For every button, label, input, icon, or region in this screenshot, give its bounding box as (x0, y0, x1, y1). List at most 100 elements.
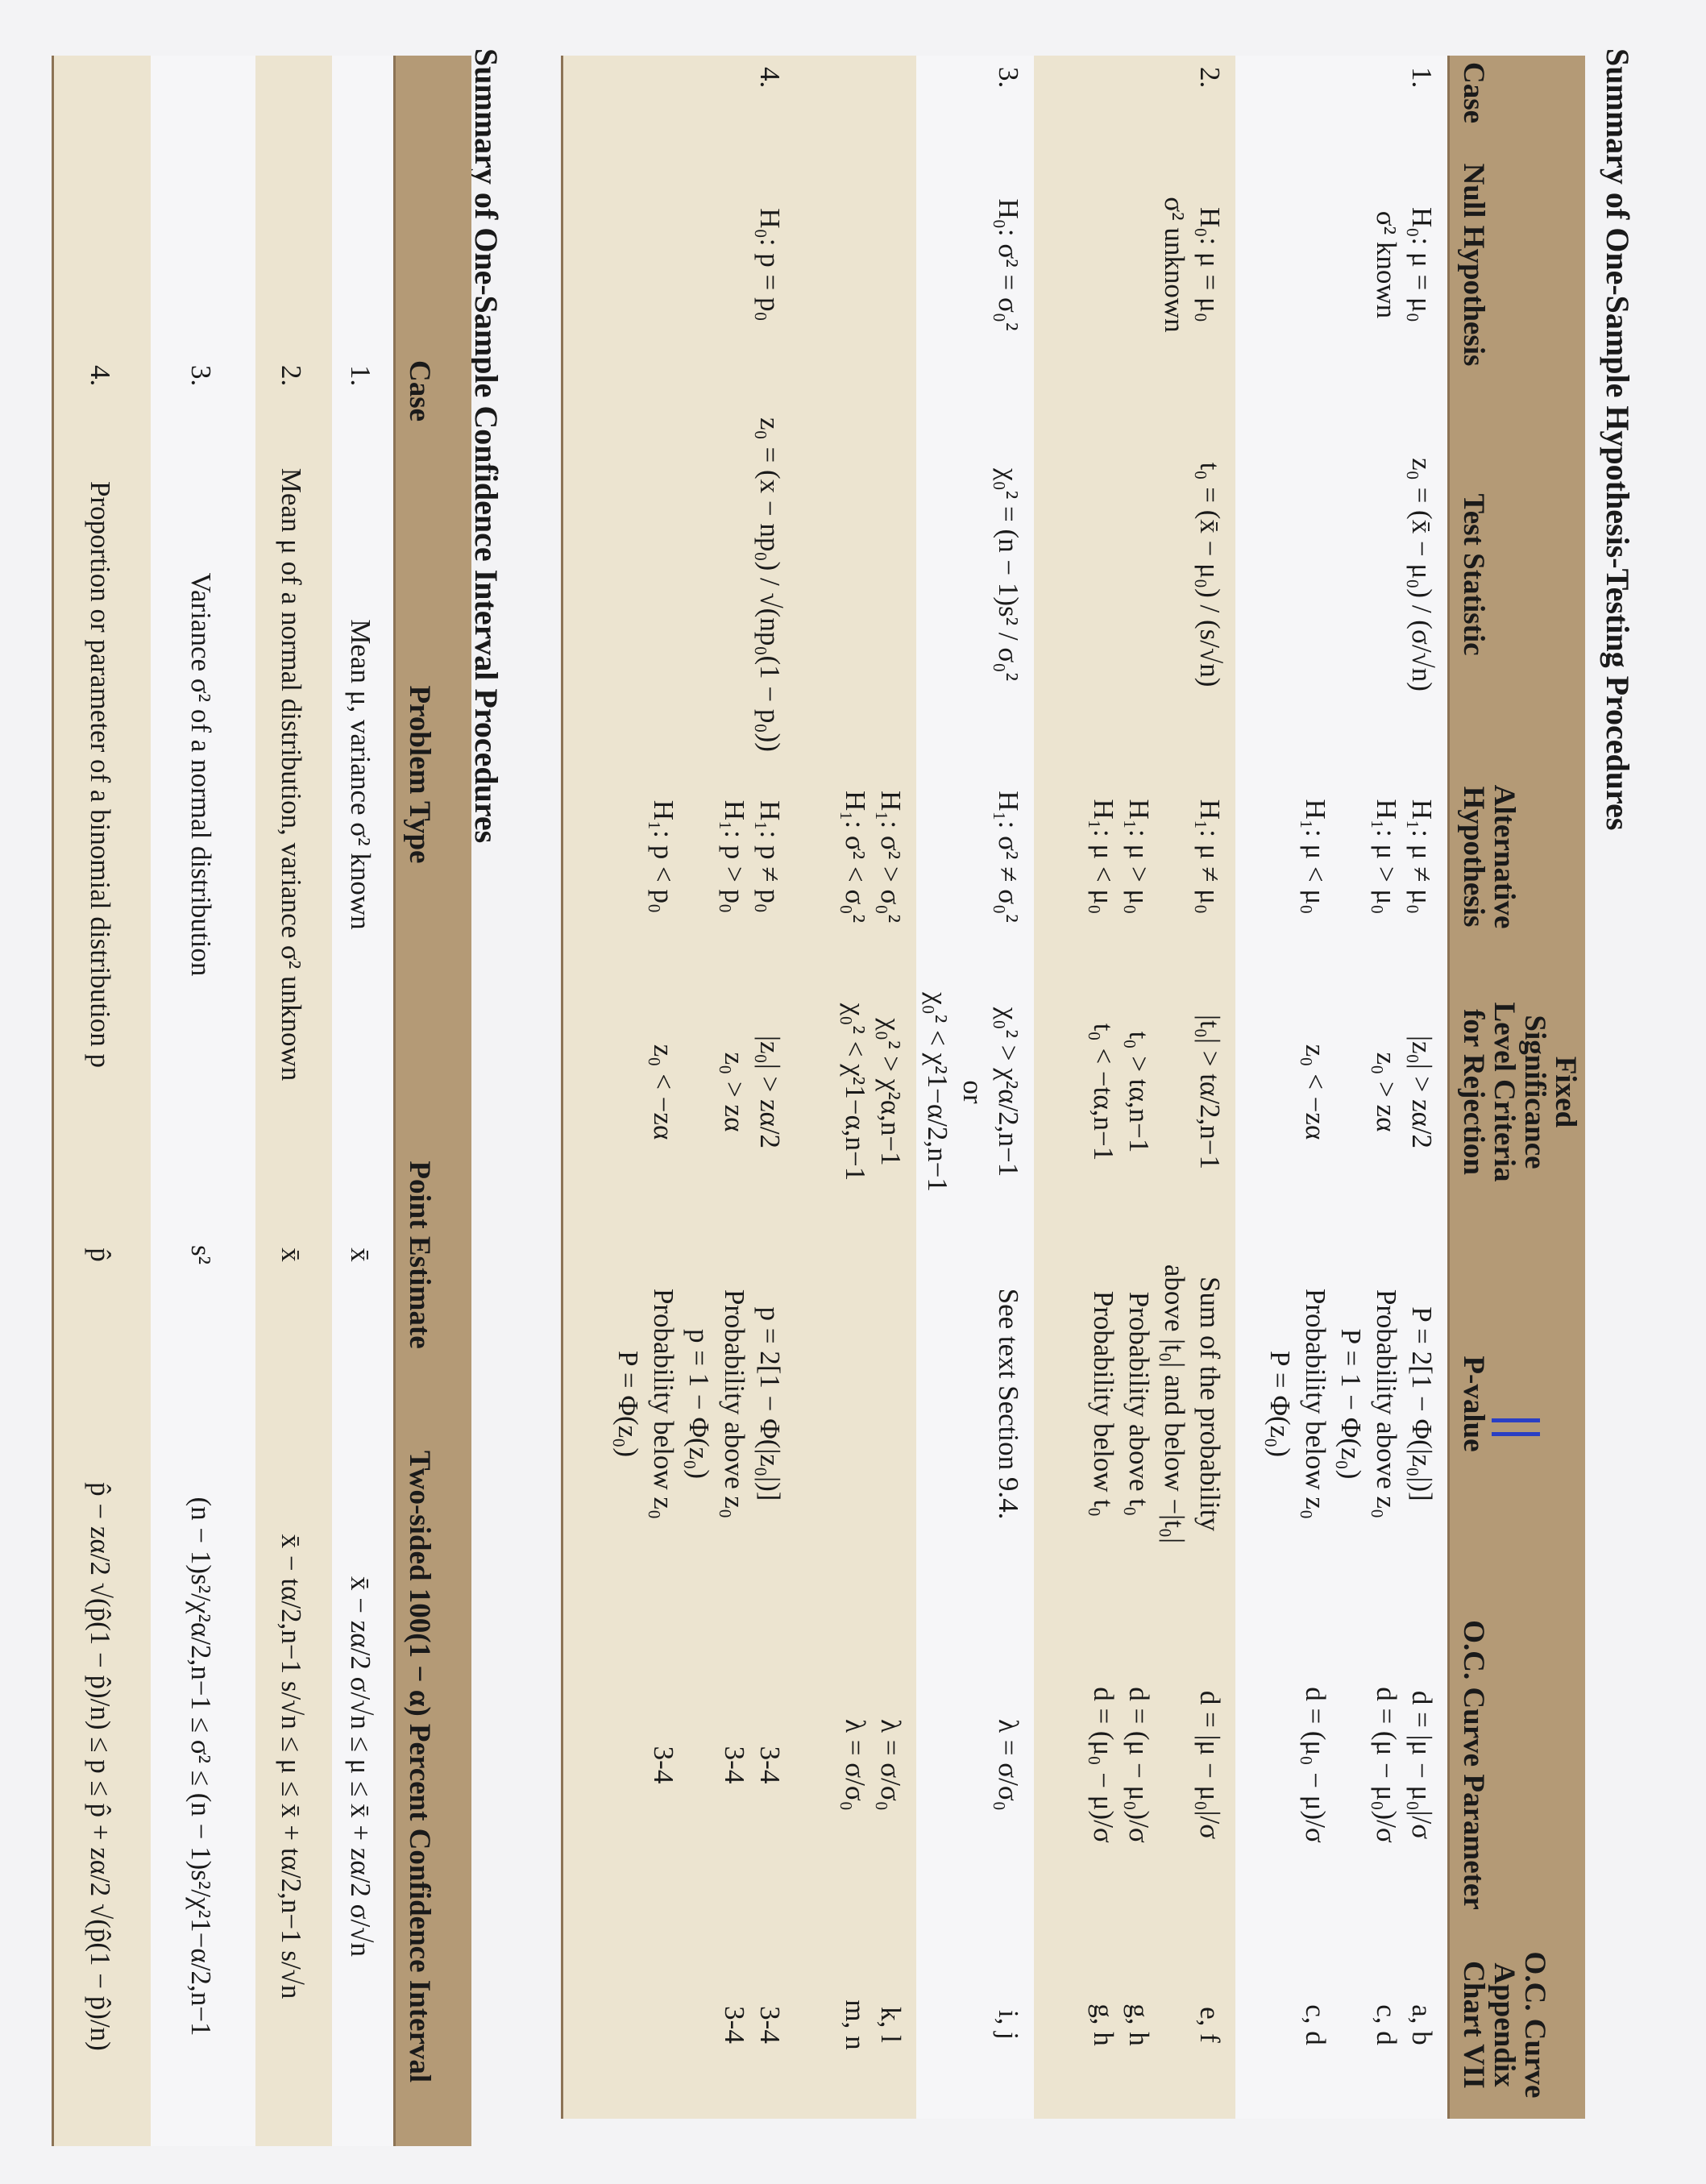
criteria-line (1333, 982, 1368, 1202)
null-cell: H₀: σ² = σ₀² (916, 118, 1035, 411)
p-value-line: Probability below z₀ (1300, 1288, 1331, 1520)
p-value-line: Probability below t₀ (1088, 1290, 1120, 1518)
case-number: 1. (332, 354, 395, 426)
oc-parameter-line: d = (μ₀ − μ)/σ (1088, 1687, 1120, 1843)
null-line: H₀: μ = μ₀ (1194, 207, 1227, 322)
criteria-line: z₀ > zα (719, 1052, 751, 1132)
oc-parameter-line: 3-4 (754, 1746, 787, 1784)
p-value-line: Probability above t₀ (1123, 1291, 1156, 1517)
case-number: 2. (255, 354, 332, 426)
table-row: 3. Variance σ² of a normal distribution s²… (151, 56, 255, 2146)
alternative-line (1333, 745, 1368, 969)
statistic-cell: z₀ = (x − np₀) / √(np₀(1 − p₀)) (562, 411, 796, 752)
chart-cell: 3-4 3-4 (562, 1931, 796, 2119)
case-number (795, 56, 917, 118)
statistic-cell: t₀ = (x̄ − μ₀) / (s/√n) (1034, 411, 1236, 738)
criteria-line: z₀ < −zα (648, 1044, 680, 1140)
p-value-cell (795, 1209, 917, 1599)
statistic-line: χ₀² = (n − 1)s² / σ₀² (993, 468, 1025, 681)
statistic-line: z₀ = (x − np₀) / √(np₀(1 − p₀)) (754, 417, 787, 752)
oc-parameter-line: 3-4 (648, 1746, 680, 1784)
oc-parameter-line: d = |μ − μ₀|/σ (1194, 1690, 1227, 1840)
column-header: Case (1448, 56, 1585, 123)
criteria-line (682, 982, 717, 1202)
criteria-cell: χ₀² > χ²α,n−1 χ₀² < χ²1−α,n−1 (795, 975, 917, 1209)
alternative-line: H₁: p < p₀ (648, 799, 680, 914)
hypothesis-testing-table: Case Null Hypothesis Test Statistic Alterna… (561, 56, 1585, 2119)
oc-parameter-line (1157, 1605, 1193, 1924)
null-cell (795, 118, 917, 411)
criteria-line: χ₀² < χ²1−α/2,n−1 (922, 992, 954, 1192)
case-number: 2. (1034, 56, 1236, 118)
alternative-line: H₁: p > p₀ (719, 799, 751, 914)
estimate-cell: x̄ (332, 1123, 395, 1387)
row-spacer (151, 56, 255, 354)
criteria-cell: |z₀| > zα/2 z₀ > zα z₀ < −zα (1235, 975, 1449, 1209)
null-cell: H₀: p = p₀ (562, 118, 796, 411)
chart-cell: k, l m, n (795, 1931, 917, 2119)
chart-line: 3-4 (754, 2006, 787, 2044)
alternative-cell: H₁: μ ≠ μ₀ H₁: μ > μ₀ H₁: μ < μ₀ (1235, 738, 1449, 975)
header-spacer (395, 56, 471, 354)
p-value-cell: P = 2[1 − Φ(|z₀|)] Probability above z₀ P … (1235, 1209, 1449, 1599)
interval-cell: (n − 1)s²/χ²α/2,n−1 ≤ σ² ≤ (n − 1)s²/χ²1… (151, 1387, 255, 2146)
oc-parameter-line: 3-4 (719, 1746, 751, 1784)
oc-parameter-cell: λ = σ/σ₀ λ = σ/σ₀ (795, 1599, 917, 1931)
problem-cell: Proportion or parameter of a binomial di… (53, 426, 151, 1123)
confidence-interval-table: Case Problem Type Point Estimate Two-sided … (52, 56, 471, 2146)
null-line: H₀: p = p₀ (754, 208, 787, 322)
column-header: Case (395, 354, 471, 426)
criteria-line: |z₀| > zα/2 (1406, 1035, 1438, 1149)
table-row: 3. H₀: σ² = σ₀² χ₀² = (n − 1)s² / σ₀² H₁: σ… (916, 56, 1035, 2119)
criteria-line: z₀ < −zα (1300, 1044, 1331, 1140)
case-number: 4. (562, 56, 796, 118)
statistic-line: z₀ = (x̄ − μ₀) / (σ/√n) (1406, 458, 1438, 691)
chart-cell: i, j (916, 1931, 1035, 2119)
chart-line: k, l (875, 2007, 907, 2043)
alternative-cell: H₁: μ ≠ μ₀ H₁: μ > μ₀ H₁: μ < μ₀ (1034, 738, 1236, 975)
table-row: 2. Mean μ of a normal distribution, varia… (255, 56, 332, 2146)
column-header: Problem Type (395, 426, 471, 1123)
oc-parameter-line: λ = σ/σ₀ (993, 1719, 1025, 1811)
interval-cell: x̄ − zα/2 σ/√n ≤ μ ≤ x̄ + zα/2 σ/√n (332, 1387, 395, 2146)
oc-parameter-line: λ = σ/σ₀ (840, 1719, 872, 1811)
case-number: 4. (53, 354, 151, 426)
column-header: Two-sided 100(1 − α) Percent Confidence … (395, 1387, 471, 2146)
chart-cell: a, b c, d c, d (1235, 1931, 1449, 2119)
alternative-line: H₁: μ > μ₀ (1123, 799, 1156, 915)
alternative-cell: H₁: p ≠ p₀ H₁: p > p₀ H₁: p < p₀ (562, 738, 796, 975)
criteria-line: t₀ > tα,n−1 (1123, 1031, 1156, 1153)
p-value-line: p = 2[1 − Φ(|z₀|)] (754, 1306, 787, 1501)
interval-cell: x̄ − tα/2,n−1 s/√n ≤ μ ≤ x̄ + tα/2,n−1 s… (255, 1387, 332, 2146)
oc-parameter-line: λ = σ/σ₀ (875, 1719, 907, 1811)
alternative-line: H₁: μ ≠ μ₀ (1406, 799, 1438, 915)
column-header: Test Statistic (1448, 411, 1585, 738)
table-row: 4. H₀: p = p₀ z₀ = (x − np₀) / √(np₀(1 − p… (562, 56, 796, 2119)
alternative-line: H₁: σ² < σ₀² (840, 790, 872, 924)
p-value-line: p = 1 − Φ(z₀) (683, 1328, 716, 1480)
alternative-line: H₁: μ < μ₀ (1300, 799, 1331, 915)
p-value-line: P = 1 − Φ(z₀) (1335, 1328, 1367, 1480)
chart-line: g, h (1088, 2003, 1120, 2046)
column-header: P-value (1448, 1209, 1585, 1599)
p-value-line: above |t₀| and below −|t₀| (1159, 1264, 1191, 1544)
criteria-line: χ₀² < χ²1−α,n−1 (840, 1003, 872, 1181)
null-cell: H₀: μ = μ₀ σ² unknown (1034, 118, 1236, 411)
p-value-cell: Sum of the probability above |t₀| and bel… (1034, 1209, 1236, 1599)
criteria-line: z₀ > zα (1371, 1052, 1402, 1132)
statistic-cell: χ₀² = (n − 1)s² / σ₀² (916, 411, 1035, 738)
interval-table-title: Summary of One-Sample Confidence Interva… (468, 48, 504, 844)
estimate-cell: p̂ (53, 1123, 151, 1387)
criteria-cell: χ₀² > χ²α/2,n−1 or χ₀² < χ²1−α/2,n−1 (916, 975, 1035, 1209)
chart-line: c, d (1300, 2004, 1331, 2045)
chart-line: g, h (1123, 2003, 1156, 2046)
chart-line (1333, 1937, 1368, 2112)
oc-parameter-cell: d = |μ − μ₀|/σ d = (μ − μ₀)/σ d = (μ₀ − μ)… (1235, 1599, 1449, 1931)
oc-parameter-cell: λ = σ/σ₀ (916, 1599, 1035, 1931)
null-line: H₀: μ = μ₀ (1406, 207, 1438, 322)
p-value-line: Probability above z₀ (719, 1289, 751, 1519)
hypothesis-table-title: Summary of One-Sample Hypothesis-Testing… (1600, 48, 1636, 831)
alternative-line: H₁: μ < μ₀ (1088, 799, 1120, 915)
column-header: O.C. Curve Appendix Chart VII (1448, 1931, 1585, 2119)
